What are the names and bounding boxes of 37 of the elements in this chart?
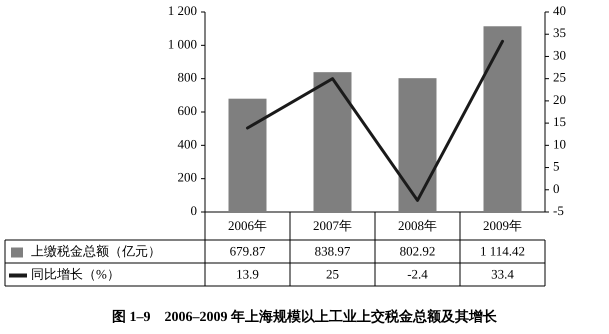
y-tick-label: 600: [178, 102, 197, 118]
data-label: 1 114.42: [480, 243, 526, 258]
legend-label: 上缴税金总额（亿元）: [31, 243, 161, 258]
y-tick-label: 0: [190, 202, 197, 218]
x-tick-label: 2009年: [483, 218, 522, 233]
bar: [398, 78, 436, 212]
data-label: 838.97: [314, 243, 351, 258]
y-tick-label: 200: [178, 170, 197, 185]
data-label: 13.9: [236, 266, 259, 282]
y2-tick-label: 10: [553, 136, 566, 152]
y-tick-label: 1 000: [168, 36, 197, 52]
y2-tick-label: 20: [553, 92, 566, 107]
bar: [314, 72, 352, 212]
y-tick-label: 400: [178, 136, 197, 152]
x-tick-label: 2006年: [228, 218, 267, 233]
data-label: 33.4: [491, 266, 514, 282]
line-series: [246, 40, 504, 202]
y-tick-label: 1 200: [168, 2, 197, 18]
bar: [228, 98, 266, 212]
data-label: 679.87: [230, 243, 266, 258]
x-tick-label: 2007年: [313, 218, 352, 233]
data-label: 802.92: [400, 243, 436, 258]
legend-label: 同比增长（%）: [31, 266, 120, 282]
y2-tick-label: 40: [553, 2, 566, 18]
y2-tick-label: 5: [553, 158, 560, 174]
y2-tick-label: 30: [553, 47, 566, 62]
y2-tick-label: -5: [553, 202, 564, 218]
y2-tick-label: 35: [553, 25, 566, 40]
bar: [484, 26, 522, 212]
y2-tick-label: 0: [553, 180, 560, 196]
y2-tick-label: 25: [553, 70, 566, 85]
data-label: 25: [326, 266, 339, 282]
y-tick-label: 800: [178, 70, 197, 85]
text: 图 1–9 2006–2009 年上海规模以上工业上交税金总额及其增长: [112, 308, 498, 326]
y2-tick-label: 15: [553, 114, 566, 130]
data-label: -2.4: [407, 266, 428, 282]
x-tick-label: 2008年: [398, 218, 437, 233]
